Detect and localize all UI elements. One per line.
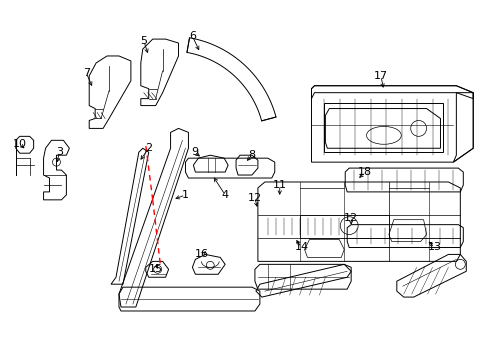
Text: 12: 12 [247,193,262,203]
Text: 10: 10 [13,139,27,149]
Text: 4: 4 [221,190,228,200]
Text: 3: 3 [56,147,63,157]
Text: 12: 12 [344,213,358,223]
Text: 7: 7 [82,68,90,78]
Text: 17: 17 [373,71,387,81]
Text: 15: 15 [148,264,163,274]
Text: 13: 13 [427,243,441,252]
Text: 14: 14 [294,243,308,252]
Text: 2: 2 [145,143,152,153]
Text: 5: 5 [140,36,147,46]
Text: 1: 1 [182,190,188,200]
Text: 9: 9 [190,147,198,157]
Text: 11: 11 [272,180,286,190]
Text: 8: 8 [248,150,255,160]
Text: 16: 16 [195,249,209,260]
Text: 18: 18 [357,167,371,177]
Text: 6: 6 [188,31,196,41]
